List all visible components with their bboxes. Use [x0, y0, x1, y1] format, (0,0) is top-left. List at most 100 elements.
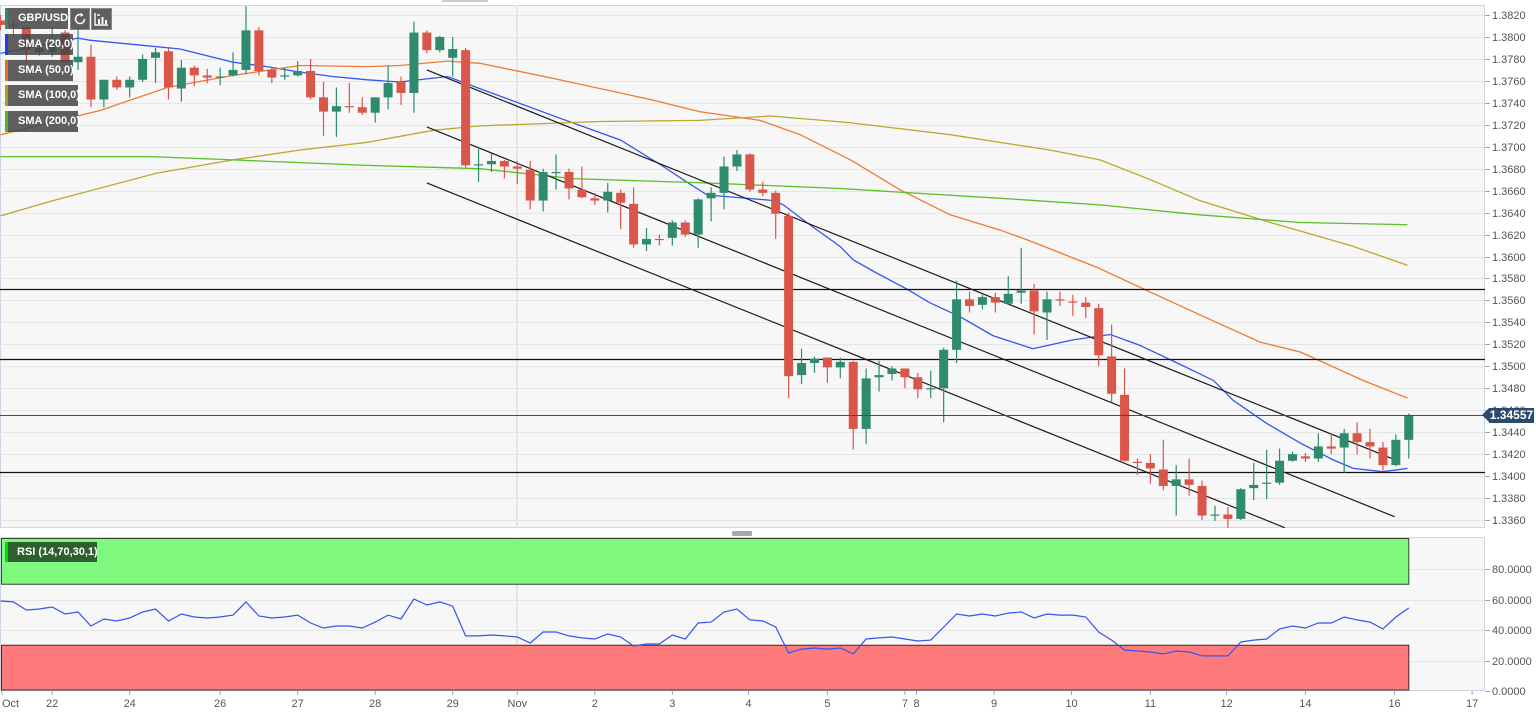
candle-body — [306, 70, 316, 98]
candle-down — [499, 159, 509, 179]
candle-down — [784, 212, 794, 399]
candle-body — [926, 388, 936, 390]
time-axis-label: 5 — [824, 698, 831, 710]
sma-line-50 — [0, 60, 1408, 399]
trend-channel-line[interactable] — [426, 126, 1395, 518]
candle-up — [874, 360, 884, 392]
candle-body — [1145, 462, 1155, 469]
candle-up — [1042, 291, 1052, 340]
candle-down — [112, 76, 122, 90]
legend-sma-100[interactable]: SMA (100,0) — [5, 85, 80, 106]
candle-down — [319, 81, 328, 136]
candle-up — [1391, 434, 1401, 467]
legend-sma-50[interactable]: SMA (50,0) — [5, 60, 74, 81]
candle-body — [745, 154, 755, 190]
price-axis-label: 1.3680 — [1492, 163, 1526, 176]
price-axis-label: 1.3700 — [1492, 141, 1526, 154]
candle-body — [202, 75, 212, 78]
candle-body — [719, 166, 729, 193]
candle-down — [306, 58, 316, 100]
candle-up — [228, 52, 238, 77]
price-pane[interactable] — [0, 5, 1490, 528]
candle-body — [1184, 479, 1194, 485]
candle-body — [1300, 456, 1310, 459]
top-scroll-handle[interactable] — [442, 0, 488, 2]
legend-sma-20-label: SMA (20,0) — [18, 38, 74, 50]
candle-body — [0, 20, 5, 25]
candle-body — [267, 69, 277, 78]
candle-body — [151, 52, 161, 58]
candle-down — [1223, 506, 1233, 528]
candle-up — [138, 54, 148, 82]
price-axis-label: 1.3740 — [1492, 97, 1526, 110]
candle-up — [1210, 505, 1220, 522]
candle-body — [952, 299, 962, 350]
candle-body — [383, 83, 393, 98]
candle-down — [1184, 458, 1194, 496]
price-axis-label: 1.3540 — [1492, 316, 1526, 329]
candle-body — [1094, 308, 1104, 356]
candle-body — [461, 50, 471, 166]
candle-body — [435, 36, 445, 51]
candle-down — [86, 44, 96, 108]
candle-body — [577, 189, 587, 198]
candle-down — [1378, 442, 1388, 471]
candle-body — [319, 97, 328, 112]
candle-down — [680, 220, 690, 237]
candle-down — [202, 68, 212, 84]
candle-up — [706, 187, 716, 222]
candle-down — [745, 153, 755, 192]
time-axis-label: 16 — [1388, 698, 1401, 710]
chart-settings-button[interactable] — [91, 8, 112, 30]
price-axis-label: 1.3440 — [1492, 426, 1526, 439]
trend-channel-line[interactable] — [426, 69, 1395, 461]
trend-channel[interactable] — [426, 69, 1395, 528]
price-axis-label: 1.3420 — [1492, 448, 1526, 461]
trend-channel-line[interactable] — [426, 182, 1285, 528]
pane-resize-handle[interactable] — [732, 531, 752, 536]
candle-up — [809, 356, 819, 373]
time-axis-label: 22 — [46, 698, 59, 710]
candle-down — [1107, 324, 1117, 403]
candle-up — [176, 60, 186, 102]
candle-body — [357, 107, 367, 113]
chart-settings-icon — [94, 13, 108, 26]
rsi-line — [0, 598, 1410, 657]
candle-body — [1326, 446, 1336, 449]
symbol-text: GBP/USD — [18, 12, 69, 24]
refresh-button[interactable] — [70, 8, 90, 30]
candle-down — [1081, 297, 1091, 318]
candle-up — [151, 47, 161, 84]
rsi-bands — [1, 538, 1410, 691]
candle-body — [241, 30, 251, 70]
candle-body — [112, 79, 122, 88]
time-axis-label: 9 — [990, 698, 998, 710]
time-axis-label: Oct — [2, 698, 20, 710]
legend-sma-200[interactable]: SMA (200,0) — [5, 111, 80, 132]
candle-body — [822, 357, 832, 368]
time-axis-label: 10 — [1065, 698, 1078, 710]
legend-sma-20[interactable]: SMA (20,0) — [5, 34, 74, 55]
rsi-legend[interactable]: RSI (14,70,30,1) — [5, 542, 98, 562]
candle-body — [732, 154, 742, 167]
last-price-badge-arrow — [1482, 408, 1489, 422]
symbol-label[interactable]: GBP/USD — [5, 8, 68, 29]
rsi-legend-label: RSI (14,70,30,1) — [17, 546, 98, 558]
candle-down — [564, 168, 574, 200]
time-axis-label: 11 — [1144, 698, 1157, 710]
candle-up — [435, 35, 445, 53]
last-price-value: 1.34557 — [1489, 408, 1534, 422]
candle-up — [1016, 247, 1026, 304]
rsi-pane[interactable] — [0, 537, 1490, 692]
candle-down — [771, 190, 781, 239]
time-axis-label: 12 — [1220, 698, 1233, 710]
candle-up — [939, 347, 949, 423]
rsi-axis-ticks — [1485, 569, 1490, 692]
candle-body — [1275, 460, 1285, 483]
horizontal-levels[interactable] — [0, 288, 1485, 474]
candle-up — [293, 61, 303, 77]
time-axis-ticks — [1, 691, 1473, 695]
candle-down — [1352, 422, 1362, 455]
candle-body — [1404, 414, 1414, 440]
